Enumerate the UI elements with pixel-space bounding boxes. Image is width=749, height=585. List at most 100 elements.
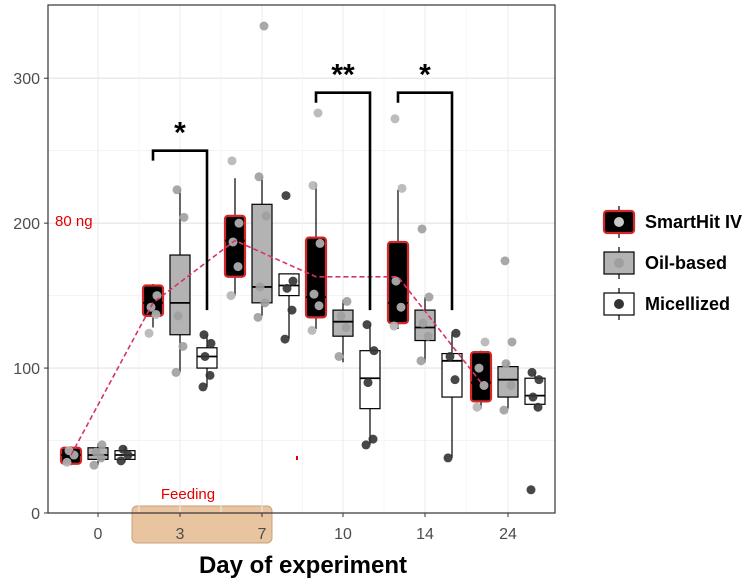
data-point xyxy=(309,289,319,299)
legend-label: Micellized xyxy=(645,294,730,314)
data-point xyxy=(144,328,154,338)
annotation-feeding: Feeding xyxy=(161,486,215,503)
data-point xyxy=(334,351,344,361)
data-point xyxy=(499,405,509,415)
legend-item: SmartHit IV xyxy=(602,206,742,238)
data-point xyxy=(451,328,461,338)
data-point xyxy=(526,485,536,495)
x-tick-label: 10 xyxy=(334,526,352,543)
significance-bracket: ** xyxy=(314,59,372,311)
data-point xyxy=(179,212,189,222)
data-point xyxy=(527,367,537,377)
data-point xyxy=(206,338,216,348)
x-axis-title: Day of experiment xyxy=(199,552,407,579)
data-point xyxy=(288,276,298,286)
data-point xyxy=(416,356,426,366)
data-point xyxy=(226,291,236,301)
box xyxy=(497,366,519,398)
data-point xyxy=(369,346,379,356)
data-point xyxy=(261,211,271,221)
data-point xyxy=(390,114,400,124)
plot-border xyxy=(47,4,556,514)
data-point xyxy=(116,456,126,466)
data-point xyxy=(506,380,516,390)
significance-bracket: * xyxy=(151,117,209,311)
data-point xyxy=(260,298,270,308)
significance-label: ** xyxy=(331,59,355,92)
y-tick-label: 200 xyxy=(13,216,40,233)
mean-trend-line xyxy=(70,239,482,456)
data-point xyxy=(342,296,352,306)
data-point xyxy=(313,108,323,118)
data-point xyxy=(178,341,188,351)
box xyxy=(169,254,191,336)
plot-panel xyxy=(48,5,555,513)
data-point xyxy=(480,337,490,347)
x-tick-label: 14 xyxy=(416,526,434,543)
data-point xyxy=(205,370,215,380)
data-point xyxy=(534,375,544,385)
y-tick-label: 100 xyxy=(13,361,40,378)
data-point xyxy=(450,375,460,385)
data-point xyxy=(479,380,489,390)
data-point xyxy=(315,238,325,248)
series-3 xyxy=(114,191,546,495)
data-point xyxy=(255,282,265,292)
data-point xyxy=(474,363,484,373)
data-point xyxy=(198,382,208,392)
data-point xyxy=(424,292,434,302)
data-point xyxy=(254,172,264,182)
data-point xyxy=(259,21,269,31)
data-point xyxy=(389,321,399,331)
legend: SmartHit IV Oil-based Micellized xyxy=(602,206,742,320)
data-point xyxy=(341,322,351,332)
data-point xyxy=(528,392,538,402)
x-tick-label: 7 xyxy=(258,526,267,543)
box xyxy=(223,214,247,278)
series-2 xyxy=(87,21,519,470)
y-tick-label: 300 xyxy=(13,71,40,88)
data-point xyxy=(62,457,72,467)
data-point xyxy=(233,262,243,272)
data-point xyxy=(423,331,433,341)
data-point xyxy=(336,311,346,321)
y-tick-label: 0 xyxy=(31,506,40,523)
data-point xyxy=(91,447,101,457)
data-point xyxy=(171,367,181,377)
legend-label: Oil-based xyxy=(645,253,727,273)
legend-point xyxy=(614,258,624,268)
legend-item: Micellized xyxy=(603,288,730,320)
data-point xyxy=(445,351,455,361)
feeding-highlight xyxy=(131,505,273,544)
legend-item: Oil-based xyxy=(603,247,727,279)
x-tick-label: 3 xyxy=(176,526,185,543)
data-point xyxy=(418,318,428,328)
data-point xyxy=(417,224,427,234)
data-point xyxy=(89,460,99,470)
data-point xyxy=(152,291,162,301)
stray-mark xyxy=(296,456,298,460)
data-point xyxy=(281,191,291,201)
significance-label: * xyxy=(419,59,431,92)
data-point xyxy=(396,302,406,312)
data-point xyxy=(307,325,317,335)
data-point xyxy=(253,312,263,322)
bracket-line xyxy=(396,91,454,311)
bracket-line xyxy=(314,91,372,311)
data-point xyxy=(199,330,209,340)
data-point xyxy=(118,444,128,454)
data-point xyxy=(397,183,407,193)
data-point xyxy=(280,334,290,344)
data-point xyxy=(287,305,297,315)
x-tick-label: 0 xyxy=(94,526,103,543)
data-point xyxy=(500,256,510,266)
x-tick-label: 24 xyxy=(499,526,517,543)
significance-bracket: * xyxy=(396,59,454,311)
data-point xyxy=(443,453,453,463)
data-point xyxy=(391,276,401,286)
legend-point xyxy=(614,217,624,227)
data-point xyxy=(533,402,543,412)
data-point xyxy=(314,301,324,311)
data-point xyxy=(361,440,371,450)
